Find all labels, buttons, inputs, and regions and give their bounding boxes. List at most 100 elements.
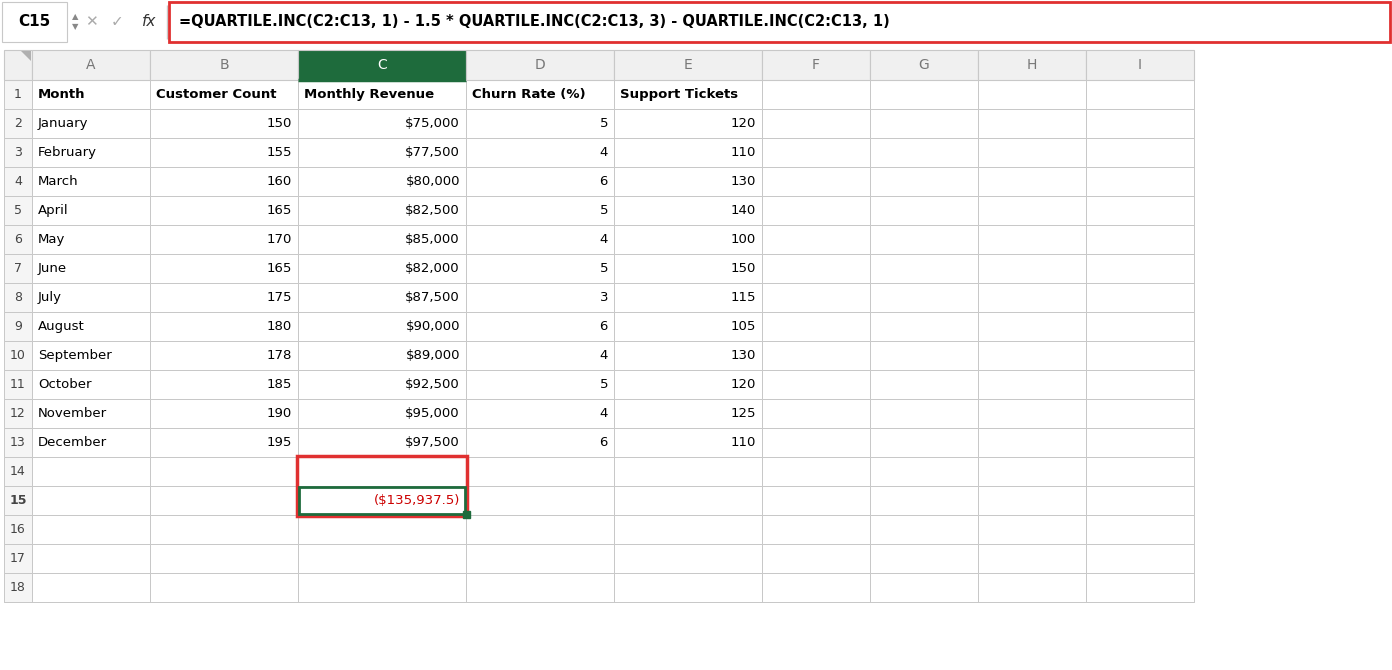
Text: 3: 3 — [14, 146, 22, 159]
Bar — [466, 515, 614, 544]
Text: December: December — [38, 436, 107, 449]
Text: 5: 5 — [14, 204, 22, 217]
Bar — [466, 225, 614, 254]
Bar — [761, 341, 870, 370]
Text: F: F — [812, 58, 820, 72]
Bar — [150, 312, 298, 341]
Text: 5: 5 — [600, 262, 608, 275]
Text: 130: 130 — [731, 349, 756, 362]
Bar — [1086, 428, 1194, 457]
Bar — [1086, 80, 1194, 109]
Text: ✕: ✕ — [85, 15, 97, 29]
Text: $89,000: $89,000 — [405, 349, 459, 362]
Text: 13: 13 — [10, 436, 26, 449]
Bar — [32, 370, 150, 399]
Bar — [761, 167, 870, 196]
Bar — [979, 254, 1086, 283]
Bar — [298, 312, 466, 341]
Bar — [1, 2, 1391, 42]
Text: $82,500: $82,500 — [405, 204, 459, 217]
Bar — [870, 196, 979, 225]
Bar — [979, 515, 1086, 544]
Text: 190: 190 — [267, 407, 292, 420]
Bar — [4, 515, 32, 544]
Bar — [614, 457, 761, 486]
Text: Monthly Revenue: Monthly Revenue — [303, 88, 434, 101]
Bar — [761, 370, 870, 399]
Bar — [761, 109, 870, 138]
Bar — [298, 80, 466, 109]
Text: 140: 140 — [731, 204, 756, 217]
Bar — [32, 138, 150, 167]
Bar — [4, 573, 32, 602]
Bar — [870, 573, 979, 602]
Text: June: June — [38, 262, 67, 275]
Bar — [299, 487, 465, 514]
Bar — [32, 80, 150, 109]
Bar — [1086, 399, 1194, 428]
Bar — [150, 515, 298, 544]
Bar — [4, 457, 32, 486]
Bar — [761, 80, 870, 109]
Bar — [614, 486, 761, 515]
Text: $92,500: $92,500 — [405, 378, 459, 391]
Bar — [761, 515, 870, 544]
Bar — [761, 312, 870, 341]
Bar — [4, 486, 32, 515]
Bar — [150, 341, 298, 370]
Text: 105: 105 — [731, 320, 756, 333]
Bar — [870, 80, 979, 109]
Bar — [4, 370, 32, 399]
Bar — [466, 138, 614, 167]
Bar — [1086, 312, 1194, 341]
Bar — [32, 283, 150, 312]
Bar — [614, 544, 761, 573]
Bar — [1086, 225, 1194, 254]
Bar — [1086, 109, 1194, 138]
Bar — [4, 399, 32, 428]
Text: 10: 10 — [10, 349, 26, 362]
Bar — [614, 254, 761, 283]
Text: 6: 6 — [14, 233, 22, 246]
Text: 110: 110 — [731, 146, 756, 159]
Bar — [761, 486, 870, 515]
Bar — [614, 50, 761, 80]
Text: H: H — [1027, 58, 1037, 72]
Text: $75,000: $75,000 — [405, 117, 459, 130]
Bar — [298, 109, 466, 138]
Bar — [870, 486, 979, 515]
Bar — [614, 109, 761, 138]
Bar — [32, 50, 150, 80]
Bar — [4, 50, 32, 80]
Bar — [1086, 138, 1194, 167]
Text: 17: 17 — [10, 552, 26, 565]
Bar — [870, 283, 979, 312]
Bar — [979, 283, 1086, 312]
Text: 120: 120 — [731, 378, 756, 391]
Bar — [979, 457, 1086, 486]
Text: April: April — [38, 204, 68, 217]
Text: A: A — [86, 58, 96, 72]
Bar — [150, 225, 298, 254]
Text: 4: 4 — [600, 407, 608, 420]
Text: I: I — [1139, 58, 1141, 72]
Bar — [32, 254, 150, 283]
Bar — [466, 283, 614, 312]
Bar — [979, 225, 1086, 254]
Text: ✓: ✓ — [110, 15, 124, 29]
Bar — [4, 341, 32, 370]
Bar — [614, 225, 761, 254]
Text: 4: 4 — [600, 146, 608, 159]
Bar — [298, 399, 466, 428]
Bar — [168, 2, 1391, 42]
Bar — [466, 370, 614, 399]
Text: ▼: ▼ — [72, 23, 78, 31]
Bar — [761, 138, 870, 167]
Bar — [32, 515, 150, 544]
Text: March: March — [38, 175, 78, 188]
Bar — [466, 457, 614, 486]
Bar — [150, 486, 298, 515]
Bar — [870, 515, 979, 544]
Text: 165: 165 — [267, 204, 292, 217]
Text: 115: 115 — [731, 291, 756, 304]
